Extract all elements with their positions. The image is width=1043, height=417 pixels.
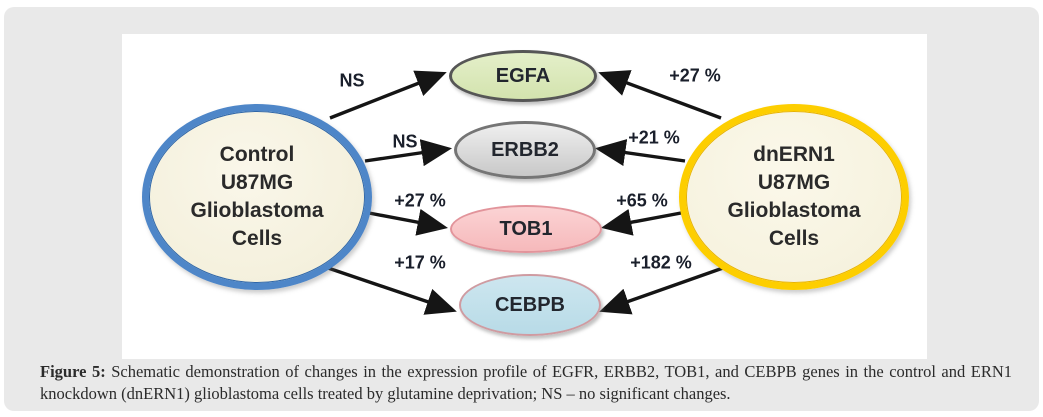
- dnern1-node-line: Glioblastoma: [727, 199, 861, 222]
- arrow-dnern1-to-tob1: [600, 208, 682, 236]
- control-node-line: Cells: [231, 227, 283, 250]
- edge-label-dnern1-tob1: +65 %: [616, 190, 668, 211]
- control-cells-node: Control U87MG Glioblastoma Cells: [142, 104, 372, 290]
- dnern1-node-line: dnERN1: [753, 143, 835, 166]
- figure-card: Control U87MG Glioblastoma Cells dnERN1 …: [4, 7, 1039, 411]
- gene-label-cebpb: CEBPB: [494, 293, 565, 316]
- dnern1-node-line: U87MG: [757, 171, 831, 194]
- arrows-layer: [327, 70, 724, 315]
- edge-label-dnern1-egfa: +27 %: [669, 65, 721, 86]
- dnern1-node-line: Cells: [768, 227, 820, 250]
- control-node-line: Control: [219, 143, 295, 166]
- edge-label-dnern1-erbb2: +21 %: [628, 127, 680, 148]
- figure-caption-text: Schematic demonstration of changes in th…: [40, 362, 1012, 403]
- arrow-control-to-egfa: [329, 70, 447, 120]
- arrow-dnern1-to-egfa: [598, 70, 722, 120]
- arrow-control-to-tob1: [368, 208, 449, 236]
- gene-label-erbb2: ERBB2: [491, 138, 559, 161]
- arrow-dnern1-to-erbb2: [594, 139, 686, 167]
- edge-label-dnern1-cebpb: +182 %: [630, 252, 692, 273]
- edge-label-control-cebpb: +17 %: [394, 252, 446, 273]
- arrow-dnern1-to-cebpb: [599, 266, 724, 315]
- dnern1-cells-node: dnERN1 U87MG Glioblastoma Cells: [679, 104, 909, 290]
- gene-label-egfa: EGFA: [495, 64, 551, 87]
- diagram-panel: Control U87MG Glioblastoma Cells dnERN1 …: [122, 34, 927, 359]
- edge-label-control-egfa: NS: [339, 70, 365, 91]
- arrow-control-to-cebpb: [327, 266, 457, 315]
- gene-node-tob1: TOB1: [450, 205, 602, 253]
- edge-label-control-erbb2: NS: [392, 131, 418, 152]
- control-node-line: Glioblastoma: [190, 199, 324, 222]
- control-node-line: U87MG: [220, 171, 294, 194]
- figure-caption: Figure 5: Schematic demonstration of cha…: [40, 361, 1012, 405]
- arrow-control-to-erbb2: [364, 139, 453, 167]
- gene-label-tob1: TOB1: [499, 217, 553, 240]
- figure-caption-label: Figure 5:: [40, 362, 106, 381]
- gene-node-erbb2: ERBB2: [454, 121, 596, 179]
- edge-label-control-tob1: +27 %: [394, 190, 446, 211]
- gene-node-egfa: EGFA: [449, 50, 597, 102]
- gene-node-cebpb: CEBPB: [459, 274, 601, 336]
